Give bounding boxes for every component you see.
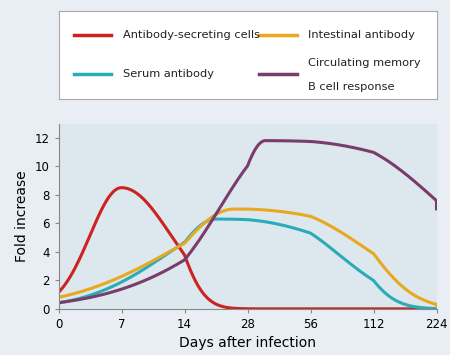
Text: Serum antibody: Serum antibody — [123, 69, 214, 79]
Y-axis label: Fold increase: Fold increase — [15, 170, 29, 262]
X-axis label: Days after infection: Days after infection — [179, 337, 316, 350]
Text: Intestinal antibody: Intestinal antibody — [308, 31, 415, 40]
Text: B cell response: B cell response — [308, 82, 395, 92]
Text: Antibody-secreting cells: Antibody-secreting cells — [123, 31, 260, 40]
Text: Circulating memory: Circulating memory — [308, 58, 421, 68]
